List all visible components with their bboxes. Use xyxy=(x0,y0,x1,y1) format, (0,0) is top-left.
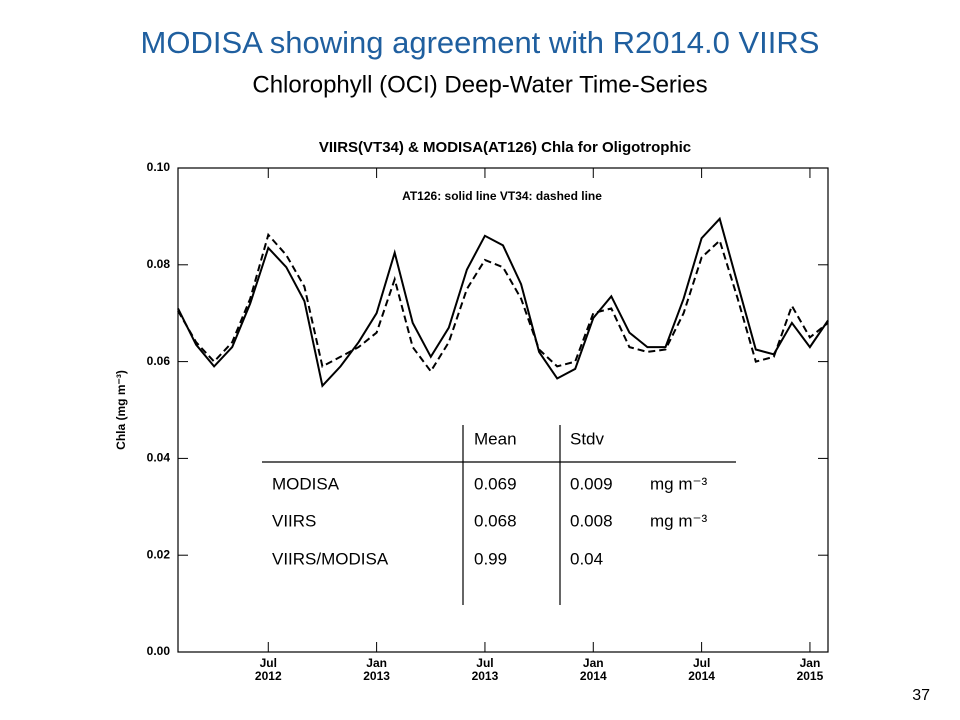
annotation: AT126: solid line VT34: dashed line xyxy=(402,189,602,203)
table-header: Mean xyxy=(474,429,517,448)
table-header: Stdv xyxy=(570,429,605,448)
x-tick-label: Jan 2013 xyxy=(363,656,390,683)
table-cell: 0.008 xyxy=(570,511,613,530)
x-tick-label: Jul 2014 xyxy=(688,656,715,683)
plot-frame xyxy=(177,167,829,653)
y-tick-label: 0.08 xyxy=(147,257,171,271)
slide-title: MODISA showing agreement with R2014.0 VI… xyxy=(141,25,820,60)
table-cell: 0.069 xyxy=(474,474,517,493)
y-tick-label: 0.10 xyxy=(147,160,171,174)
x-tick-label: Jul 2012 xyxy=(255,656,282,683)
y-tick-label: 0.02 xyxy=(147,547,171,561)
table-cell: 0.009 xyxy=(570,474,613,493)
y-tick-label: 0.04 xyxy=(147,451,171,465)
y-tick-label: 0.06 xyxy=(147,354,171,368)
table-cell: mg m⁻³ xyxy=(650,474,707,493)
table-cell: 0.99 xyxy=(474,549,507,568)
page-number: 37 xyxy=(912,687,930,704)
slide-subtitle: Chlorophyll (OCI) Deep-Water Time-Series xyxy=(252,71,707,98)
series-line xyxy=(177,216,829,388)
table-cell: VIIRS/MODISA xyxy=(272,549,389,568)
x-tick-label: Jan 2015 xyxy=(797,656,824,683)
table-cell: VIIRS xyxy=(272,511,316,530)
y-tick-label: 0.00 xyxy=(147,644,171,658)
chart-title: VIIRS(VT34) & MODISA(AT126) Chla for Oli… xyxy=(319,139,691,156)
x-tick-label: Jul 2013 xyxy=(472,656,499,683)
table-cell: MODISA xyxy=(272,474,340,493)
table-cell: 0.04 xyxy=(570,549,603,568)
table-cell: mg m⁻³ xyxy=(650,511,707,530)
y-axis-label: Chla (mg m⁻³) xyxy=(114,370,128,450)
x-tick-label: Jan 2014 xyxy=(580,656,607,683)
table-cell: 0.068 xyxy=(474,511,517,530)
